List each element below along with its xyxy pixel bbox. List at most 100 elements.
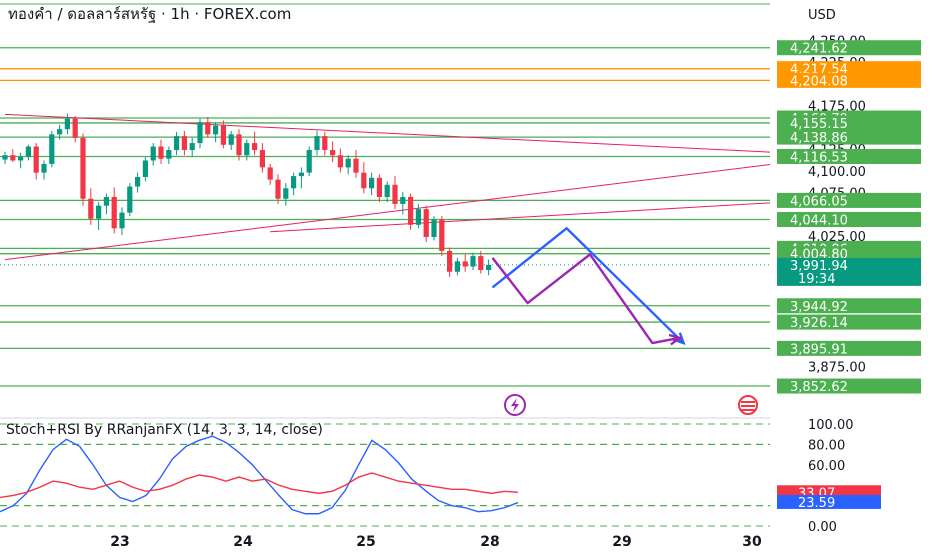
level-lines: [0, 47, 770, 387]
ind-tick-2: 60.00: [808, 459, 845, 474]
candle-12: [96, 205, 102, 219]
candle-62: [486, 264, 492, 271]
rsi-line: [0, 472, 519, 499]
candle-34: [267, 167, 273, 180]
level-tag-13: [777, 340, 921, 356]
level-tag-10: [777, 246, 921, 262]
level-tag-6: [777, 149, 921, 165]
candle-15: [119, 212, 125, 229]
purple-projection: [491, 253, 680, 345]
level-tag-11: [777, 298, 921, 314]
ind-tick-3: 0.00: [808, 520, 837, 535]
candle-25: [197, 122, 203, 144]
level-tag-1: [777, 61, 921, 77]
current-price-tag: [777, 257, 921, 286]
level-tag-text-7: 4,066.05: [790, 194, 848, 209]
candle-49: [384, 184, 390, 197]
lower-trendline-ext: [270, 202, 771, 233]
price-tick-7: 3,875.00: [808, 361, 866, 376]
candle-35: [275, 179, 281, 199]
level-tag-text-5: 4,138.86: [790, 131, 848, 146]
candle-24: [189, 143, 195, 151]
time-tick-3: 28: [480, 534, 499, 550]
level-tag-text-0: 4,241.62: [790, 42, 848, 57]
level-tag-text-12: 3,926.14: [790, 316, 848, 331]
candle-55: [431, 219, 437, 237]
candle-31: [244, 143, 250, 156]
candle-28: [220, 125, 226, 145]
flash-icon[interactable]: [504, 394, 526, 416]
candle-14: [111, 196, 117, 229]
candle-45: [353, 158, 359, 173]
stoch-value-tag: [777, 494, 881, 509]
candle-41: [322, 136, 328, 151]
blue-projection: [491, 227, 685, 344]
candle-40: [314, 136, 320, 151]
candle-0: [2, 155, 8, 160]
candle-7: [57, 129, 63, 135]
level-tag-text-8: 4,044.10: [790, 214, 848, 229]
candle-59: [462, 261, 468, 267]
candle-54: [423, 209, 429, 237]
time-tick-1: 24: [233, 534, 253, 550]
candle-29: [228, 134, 234, 145]
candle-22: [174, 136, 180, 151]
candle-20: [158, 146, 164, 159]
flag-icon[interactable]: [738, 395, 758, 415]
upper-trendline: [4, 113, 771, 153]
candle-4: [33, 146, 39, 173]
candle-46: [361, 172, 367, 189]
candle-39: [306, 150, 312, 173]
candle-23: [181, 136, 187, 151]
candle-18: [142, 160, 148, 177]
trendlines: [4, 113, 771, 261]
level-tag-12: [777, 314, 921, 330]
level-tag-7: [777, 192, 921, 208]
candle-8: [64, 118, 70, 130]
candle-30: [236, 134, 242, 156]
ind-tick-0: 100.00: [808, 418, 854, 433]
candle-16: [127, 186, 133, 213]
price-tick-4: 4,100.00: [808, 165, 866, 180]
candle-17: [135, 176, 141, 187]
chart-title: ทองคำ / ดอลลาร์สหรัฐ · 1h · FOREX.com: [8, 5, 291, 23]
indicator-title: Stoch+RSI By RRanjanFX (14, 3, 3, 14, cl…: [6, 422, 323, 438]
currency-label: USD: [808, 8, 836, 23]
candle-9: [72, 118, 78, 138]
projections: [491, 227, 686, 346]
candle-33: [259, 150, 265, 168]
time-tick-4: 29: [612, 534, 631, 550]
candle-3: [25, 146, 31, 157]
time-tick-0: 23: [110, 534, 129, 550]
candles: [2, 113, 492, 277]
candle-51: [400, 196, 406, 204]
candle-43: [337, 155, 343, 168]
lower-trendline: [4, 164, 771, 261]
candle-11: [88, 198, 94, 219]
stoch-line: [0, 435, 519, 515]
level-tag-text-4: 4,155.15: [790, 117, 848, 132]
candle-38: [298, 172, 304, 177]
level-tag-text-11: 3,944.92: [790, 300, 848, 315]
level-tag-8: [777, 212, 921, 228]
candle-57: [447, 250, 453, 272]
candle-1: [10, 155, 16, 161]
countdown-timer: 19:34: [798, 272, 835, 287]
candle-44: [345, 158, 351, 168]
level-tag-14: [777, 378, 921, 394]
candle-60: [470, 256, 476, 267]
time-tick-5: 30: [742, 534, 762, 550]
level-tag-2: [777, 72, 921, 88]
candle-27: [213, 125, 219, 135]
candle-5: [41, 163, 47, 173]
candle-47: [369, 177, 375, 189]
level-tag-text-6: 4,116.53: [790, 151, 848, 166]
level-tag-5: [777, 129, 921, 145]
candle-21: [166, 150, 172, 159]
candle-19: [150, 146, 156, 161]
candle-61: [478, 256, 484, 271]
candle-42: [330, 150, 336, 156]
time-tick-2: 25: [356, 534, 375, 550]
